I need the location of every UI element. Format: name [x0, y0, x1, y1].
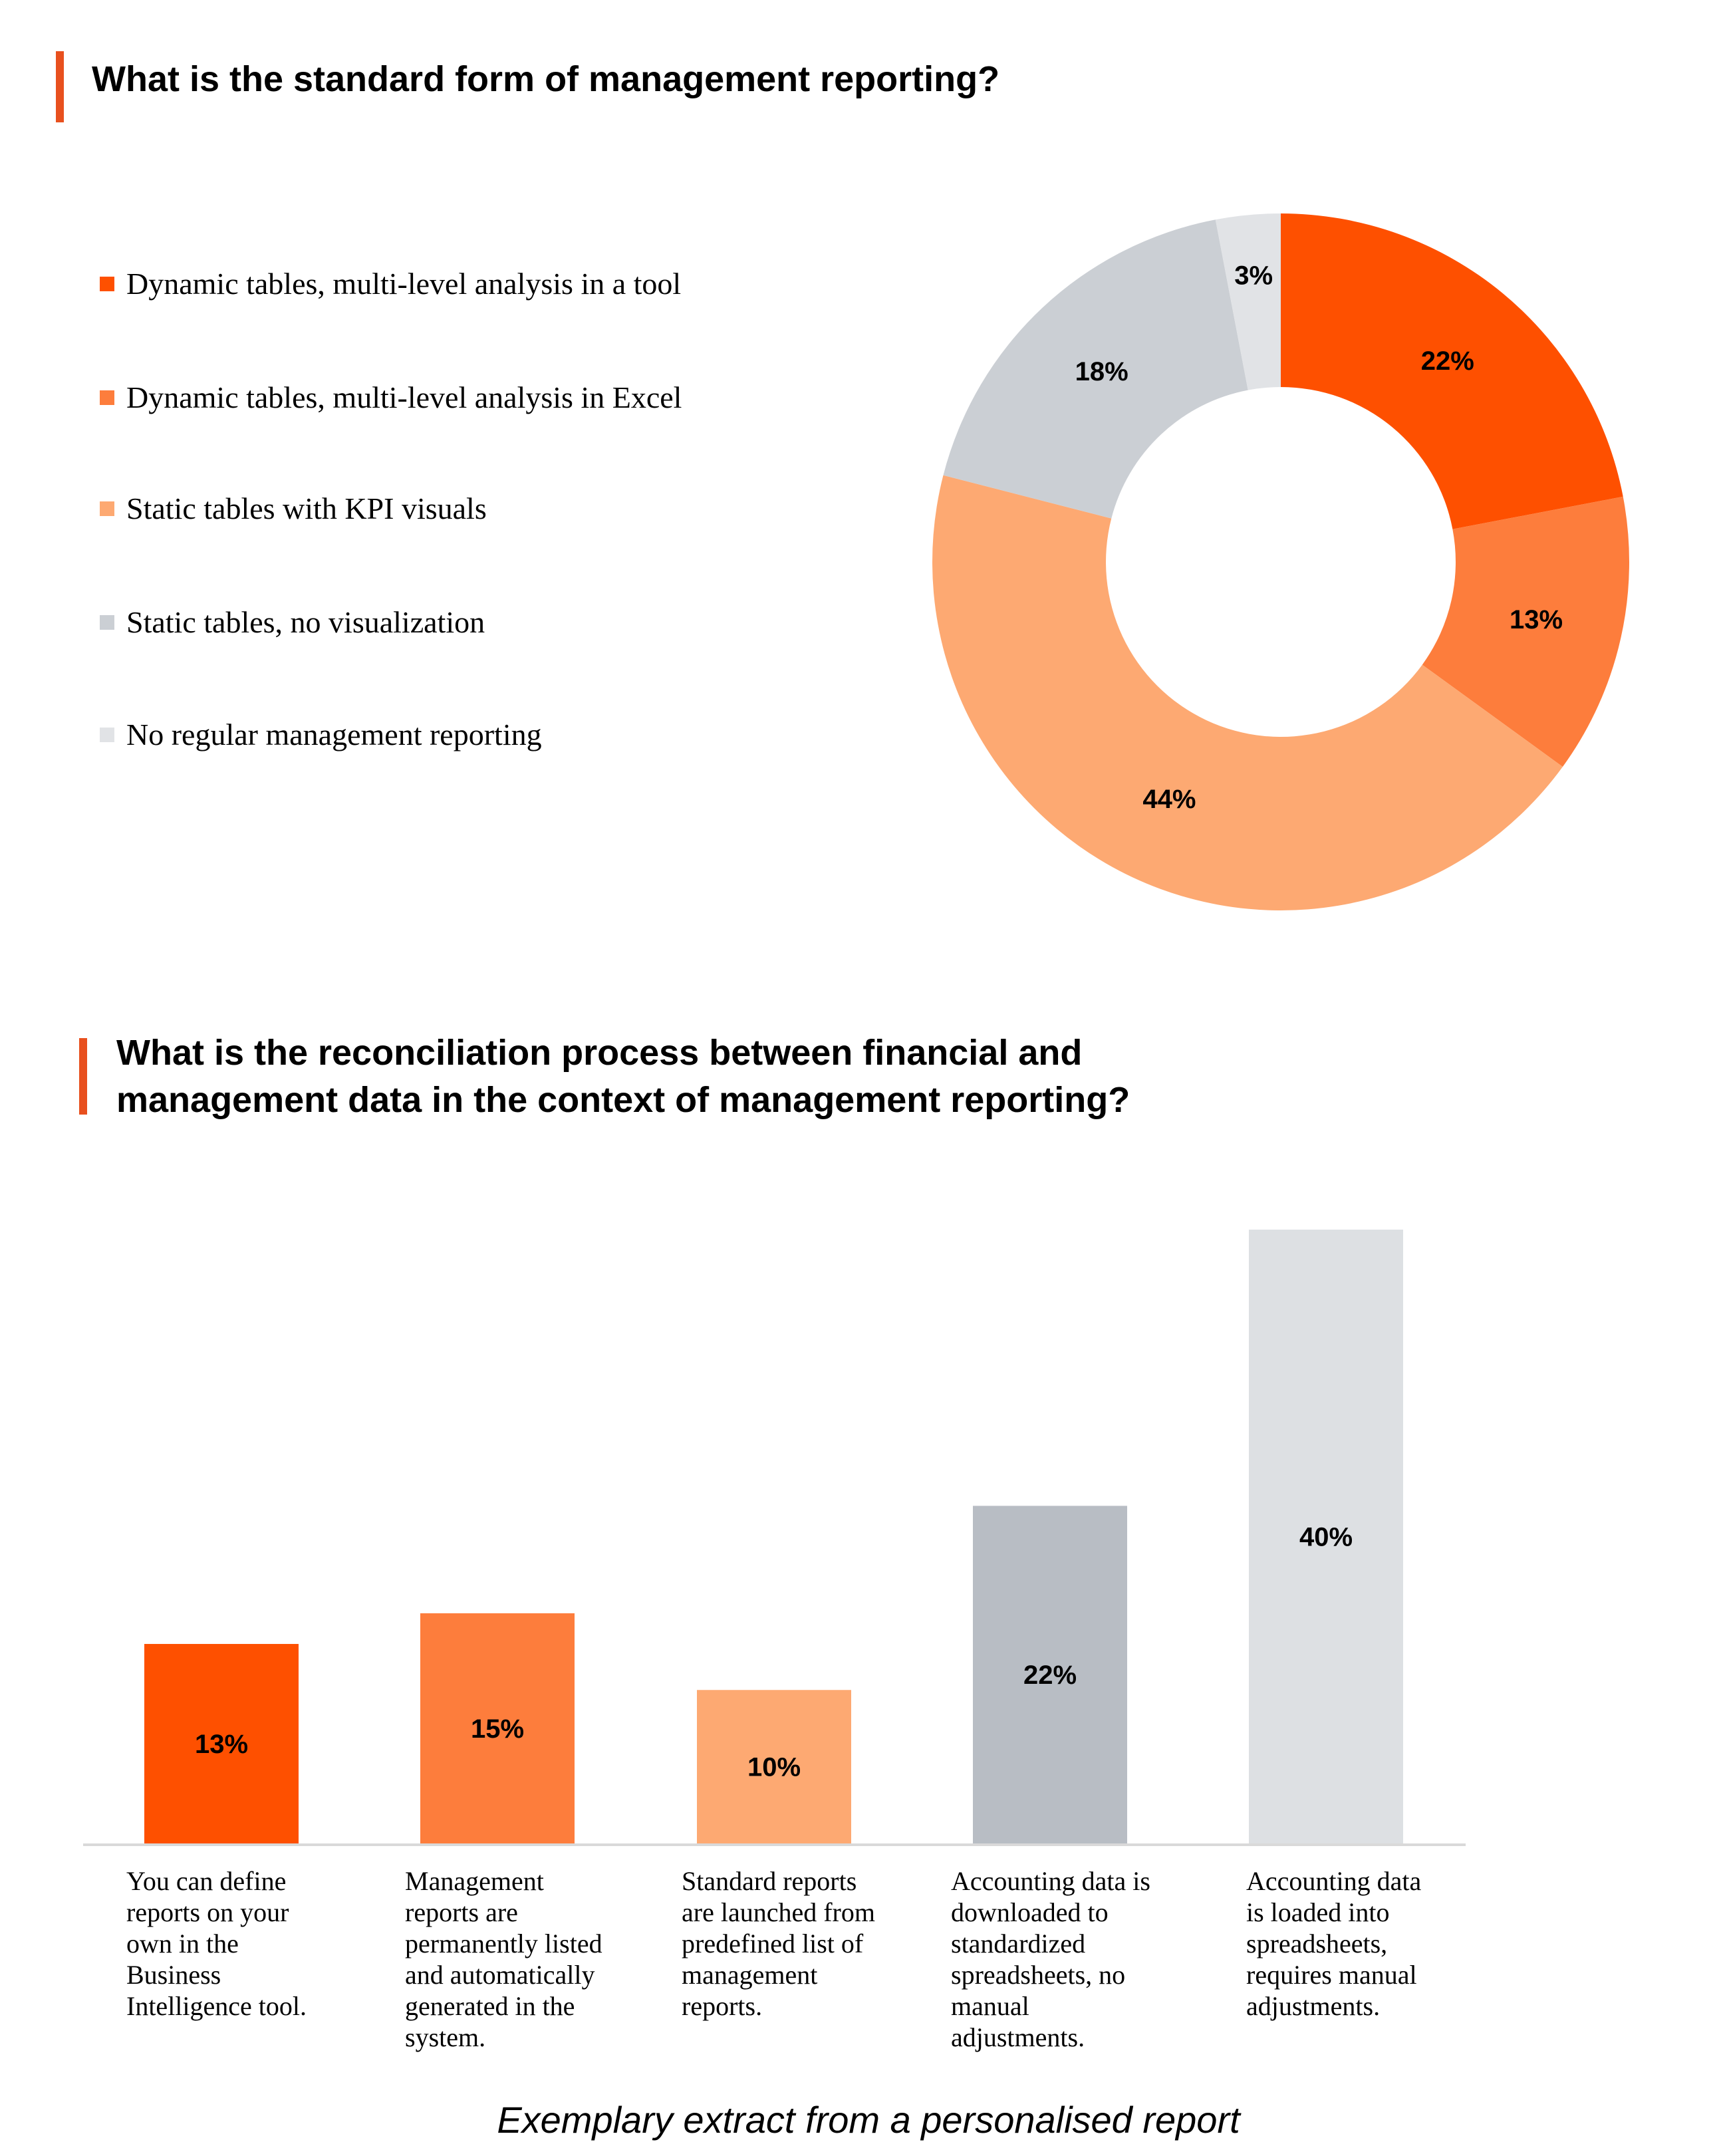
legend-item: Dynamic tables, multi-level analysis in … — [100, 380, 682, 415]
legend-swatch — [100, 727, 114, 742]
legend-item: Dynamic tables, multi-level analysis in … — [100, 266, 681, 301]
bar-category-label: You can define reports on your own in the B… — [126, 1865, 352, 2022]
donut-slice-label: 22% — [1421, 346, 1474, 376]
bar-category-label: Management reports are permanently listed a… — [405, 1865, 631, 2053]
category-label-line: reports on your — [126, 1897, 289, 1927]
category-label-line: Accounting data — [1246, 1866, 1422, 1896]
donut-slice-label: 44% — [1142, 785, 1196, 814]
bar — [1249, 1230, 1403, 1843]
donut-slice-label: 18% — [1075, 357, 1128, 386]
category-label-line: system. — [405, 2022, 486, 2052]
legend-label: Static tables with KPI visuals — [126, 491, 487, 525]
category-label-line: own in the — [126, 1929, 239, 1958]
donut-chart-title: What is the standard form of management … — [92, 59, 1000, 99]
category-label-line: standardized — [951, 1929, 1086, 1958]
category-label-line: Management — [405, 1866, 544, 1896]
category-label-line: spreadsheets, no — [951, 1960, 1126, 1990]
category-label-line: and automatically — [405, 1960, 595, 1990]
legend-label: Static tables, no visualization — [126, 605, 485, 639]
donut-slice — [1281, 213, 1623, 529]
category-label-line: are launched from — [682, 1897, 875, 1927]
bar — [144, 1644, 299, 1843]
bar-category-label: Accounting data is loaded into spreadsheet… — [1246, 1865, 1472, 2022]
donut-slice-label: 3% — [1234, 261, 1273, 290]
caption: Exemplary extract from a personalised re… — [497, 2099, 1240, 2141]
category-label-line: spreadsheets, — [1246, 1929, 1388, 1958]
bar — [420, 1613, 575, 1843]
bar-value-label: 22% — [1023, 1661, 1077, 1690]
title-accent-bar — [56, 51, 64, 122]
bar — [973, 1506, 1127, 1843]
bar — [697, 1690, 851, 1843]
legend-swatch — [100, 614, 114, 630]
bar-chart-title-line-2: management data in the context of manage… — [116, 1080, 1130, 1120]
legend-label: Dynamic tables, multi-level analysis in … — [126, 267, 682, 301]
donut-slice — [943, 219, 1248, 519]
category-label-line: manual — [951, 1991, 1029, 2021]
category-label-line: reports. — [682, 1991, 763, 2021]
legend-label: Dynamic tables, multi-level analysis in … — [126, 380, 682, 414]
legend-swatch — [100, 501, 114, 516]
category-label-line: reports are — [405, 1897, 518, 1927]
category-label-line: predefined list of — [682, 1929, 864, 1958]
category-label-line: downloaded to — [951, 1897, 1109, 1927]
category-label-line: Standard reports — [682, 1866, 857, 1896]
category-label-line: Accounting data is — [951, 1866, 1150, 1896]
category-label-line: Business — [126, 1960, 221, 1990]
bar-value-label: 15% — [471, 1714, 524, 1744]
category-label-line: permanently listed — [405, 1929, 602, 1958]
bar-value-label: 40% — [1299, 1523, 1353, 1552]
legend-swatch — [100, 276, 114, 291]
category-label-line: generated in the — [405, 1991, 575, 2021]
legend-item: Static tables, no visualization — [100, 605, 485, 640]
donut-slice — [932, 475, 1563, 910]
category-label-line: management — [682, 1960, 818, 1990]
legend-item: Static tables with KPI visuals — [100, 491, 487, 526]
bar-value-label: 13% — [195, 1730, 248, 1759]
category-label-line: You can define — [126, 1866, 287, 1896]
legend-item: No regular management reporting — [100, 717, 542, 752]
bar-value-label: 10% — [747, 1753, 801, 1782]
category-label-line: Intelligence tool. — [126, 1991, 307, 2021]
legend-label: No regular management reporting — [126, 718, 542, 751]
legend-swatch — [100, 390, 114, 405]
bar-chart-title-line-1: What is the reconciliation process betwe… — [116, 1033, 1083, 1073]
title-accent-bar-2 — [79, 1038, 87, 1115]
category-label-line: is loaded into — [1246, 1897, 1390, 1927]
category-label-line: requires manual — [1246, 1960, 1417, 1990]
category-label-line: adjustments. — [1246, 1991, 1381, 2021]
donut-slice — [1422, 496, 1629, 767]
donut-slice — [1215, 213, 1281, 390]
category-label-line: adjustments. — [951, 2022, 1085, 2052]
bar-category-label: Accounting data is downloaded to standardi… — [951, 1865, 1177, 2053]
bar-category-label: Standard reports are launched from predefi… — [682, 1865, 908, 2022]
donut-slice-label: 13% — [1510, 605, 1563, 634]
